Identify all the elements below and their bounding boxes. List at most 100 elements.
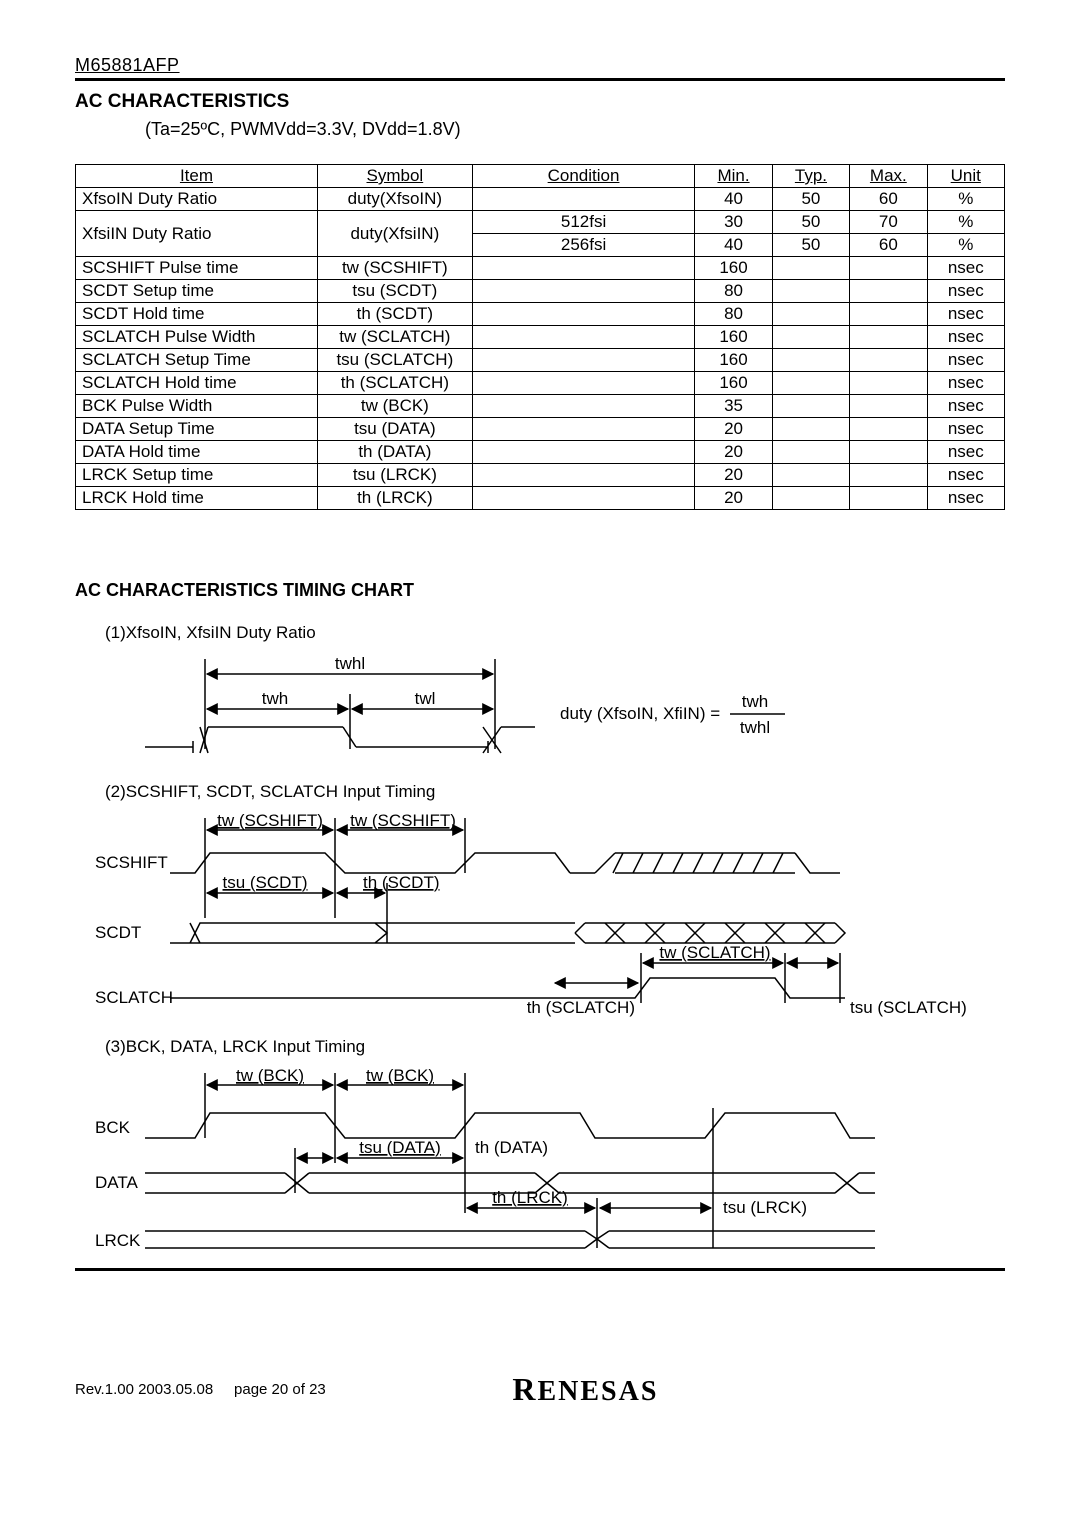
cell-item: SCSHIFT Pulse time [76,257,318,280]
duty-formula-den: twhl [740,718,770,737]
tw-scshift-1: tw (SCSHIFT) [217,811,323,830]
tw-bck-1: tw (BCK) [236,1066,304,1085]
cell-symbol: th (LRCK) [317,487,472,510]
table-row: LRCK Setup timetsu (LRCK) 20 nsec [76,464,1005,487]
tw-bck-2: tw (BCK) [366,1066,434,1085]
cell-typ [772,349,849,372]
cell-condition [472,418,695,441]
cell-item: BCK Pulse Width [76,395,318,418]
sig-lrck: LRCK [95,1231,141,1250]
table-row: SCLATCH Pulse Widthtw (SCLATCH)160nsec [76,326,1005,349]
cell-max [850,326,927,349]
cell-symbol: duty(XfsoIN) [317,188,472,211]
cell-max: 60 [850,188,927,211]
twh-label: twh [262,689,288,708]
cell-item: LRCK Setup time [76,464,318,487]
cell-item: XfsoIN Duty Ratio [76,188,318,211]
cell-max [850,418,927,441]
col-unit: Unit [927,165,1004,188]
cell-condition: 256fsi [472,234,695,257]
cell-condition [472,372,695,395]
sig-sclatch: SCLATCH [95,988,173,1007]
cell-symbol: th (SCDT) [317,303,472,326]
cell-unit: % [927,211,1004,234]
cell-max [850,349,927,372]
cell-symbol: tw (SCSHIFT) [317,257,472,280]
twl-label: twl [415,689,436,708]
cell-unit: nsec [927,395,1004,418]
cell-max [850,280,927,303]
diagram3-caption: (3)BCK, DATA, LRCK Input Timing [105,1037,1005,1057]
cell-unit: % [927,234,1004,257]
ac-char-condition: (Ta=25ºC, PWMVdd=3.3V, DVdd=1.8V) [145,119,1005,140]
timing-chart-title: AC CHARACTERISTICS TIMING CHART [75,580,1005,601]
cell-max [850,487,927,510]
cell-item: SCDT Setup time [76,280,318,303]
cell-symbol: tsu (LRCK) [317,464,472,487]
cell-typ: 50 [772,234,849,257]
ac-char-table: Item Symbol Condition Min. Typ. Max. Uni… [75,164,1005,510]
cell-typ: 50 [772,188,849,211]
tw-sclatch: tw (SCLATCH) [659,943,770,962]
th-scdt: th (SCDT) [363,873,440,892]
col-condition: Condition [472,165,695,188]
cell-symbol: tw (SCLATCH) [317,326,472,349]
cell-unit: nsec [927,280,1004,303]
cell-unit: nsec [927,303,1004,326]
col-item: Item [76,165,318,188]
cell-item: DATA Setup Time [76,418,318,441]
cell-item: DATA Hold time [76,441,318,464]
table-row: SCDT Hold timeth (SCDT)80nsec [76,303,1005,326]
cell-condition [472,280,695,303]
cell-condition [472,257,695,280]
cell-unit: nsec [927,372,1004,395]
cell-unit: nsec [927,418,1004,441]
col-typ: Typ. [772,165,849,188]
sig-scshift: SCSHIFT [95,853,168,872]
cell-typ [772,418,849,441]
cell-item: LRCK Hold time [76,487,318,510]
cell-max: 60 [850,234,927,257]
table-row: SCLATCH Hold timeth (SCLATCH)160nsec [76,372,1005,395]
cell-item: SCLATCH Setup Time [76,349,318,372]
cell-typ [772,280,849,303]
cell-typ: 50 [772,211,849,234]
table-header-row: Item Symbol Condition Min. Typ. Max. Uni… [76,165,1005,188]
table-row: SCDT Setup timetsu (SCDT) 80 nsec [76,280,1005,303]
cell-unit: nsec [927,441,1004,464]
col-max: Max. [850,165,927,188]
cell-typ [772,441,849,464]
th-lrck: th (LRCK) [492,1188,568,1207]
cell-condition [472,487,695,510]
cell-symbol: tsu (DATA) [317,418,472,441]
cell-min: 160 [695,349,772,372]
footer-page: page 20 of 23 [234,1381,326,1398]
cell-max [850,372,927,395]
cell-item: SCLATCH Pulse Width [76,326,318,349]
cell-unit: nsec [927,349,1004,372]
table-row: LRCK Hold timeth (LRCK)20nsec [76,487,1005,510]
cell-typ [772,326,849,349]
twhl-label: twhl [335,654,365,673]
cell-symbol: tsu (SCDT) [317,280,472,303]
cell-typ [772,464,849,487]
cell-item: XfsiIN Duty Ratio [76,211,318,257]
sig-bck: BCK [95,1118,131,1137]
cell-min: 20 [695,464,772,487]
cell-symbol: duty(XfsiIN) [317,211,472,257]
cell-max: 70 [850,211,927,234]
cell-min: 30 [695,211,772,234]
table-row: DATA Hold timeth (DATA)20nsec [76,441,1005,464]
col-symbol: Symbol [317,165,472,188]
cell-min: 80 [695,280,772,303]
cell-max [850,303,927,326]
header-rule: M65881AFP [75,55,1005,81]
cell-unit: nsec [927,257,1004,280]
tw-scshift-2: tw (SCSHIFT) [350,811,456,830]
col-min: Min. [695,165,772,188]
cell-min: 20 [695,418,772,441]
table-row: BCK Pulse Widthtw (BCK)35nsec [76,395,1005,418]
cell-min: 160 [695,326,772,349]
cell-min: 80 [695,303,772,326]
cell-unit: nsec [927,464,1004,487]
